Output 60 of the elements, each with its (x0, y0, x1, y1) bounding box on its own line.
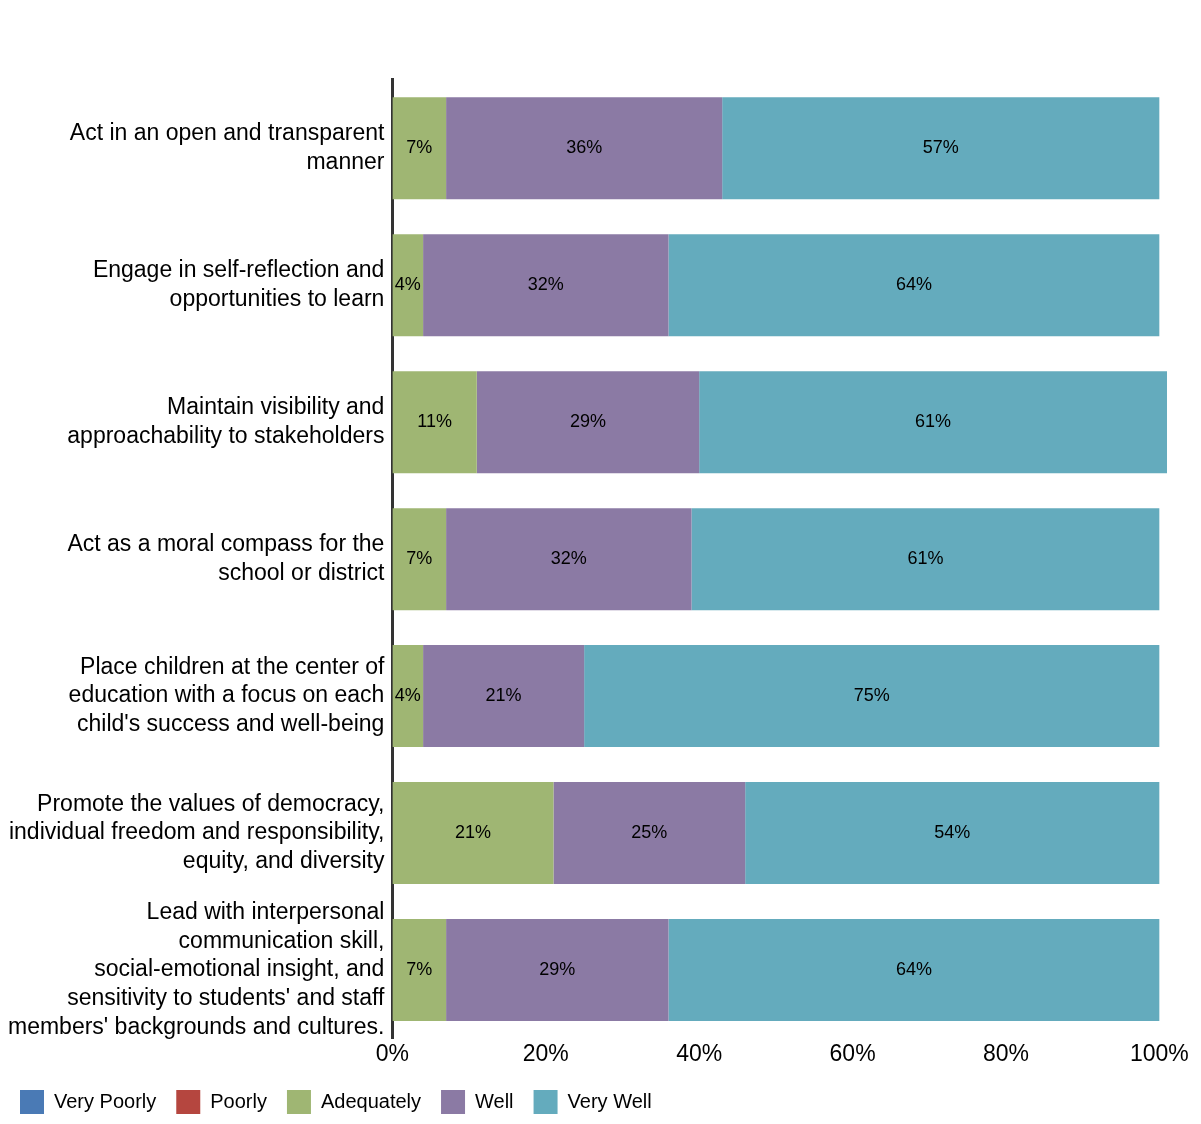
data-label: 4% (394, 685, 421, 706)
data-label: 75% (853, 685, 890, 706)
bar (668, 234, 1160, 337)
bar (699, 371, 1167, 474)
bar (446, 97, 723, 200)
y-tick-label: Act as a moral compass for the school or district (67, 530, 386, 585)
data-label: 57% (922, 137, 959, 158)
bar (392, 234, 424, 337)
bar (392, 645, 424, 748)
data-label: 25% (631, 821, 668, 842)
bar (476, 371, 700, 474)
x-tick-label: 20% (522, 1039, 569, 1066)
data-label: 61% (907, 548, 944, 569)
data-label: 11% (417, 411, 452, 432)
data-label: 7% (406, 548, 433, 569)
bar (668, 918, 1160, 1021)
y-tick-label: Engage in self-reflection and opportunities to learn (92, 256, 385, 311)
bar (745, 782, 1160, 885)
bar (392, 918, 447, 1021)
x-tick-label: 100% (1129, 1039, 1189, 1066)
y-tick-label: Maintain visibility and approachability to stakeholders (67, 393, 385, 448)
bar (446, 918, 669, 1021)
bar (423, 234, 669, 337)
bar (392, 97, 447, 200)
bar (392, 508, 447, 611)
data-label: 54% (934, 821, 971, 842)
x-tick-label: 80% (982, 1039, 1029, 1066)
bar (446, 508, 692, 611)
y-tick-label: Act in an open and transparent manner (69, 119, 386, 175)
legend-label: Adequately (320, 1089, 422, 1112)
x-tick-label: 40% (676, 1039, 723, 1066)
data-label: 32% (527, 274, 564, 295)
legend-label: Very Well (567, 1089, 652, 1112)
legend-label: Poorly (210, 1089, 267, 1112)
x-tick-label: 60% (829, 1039, 876, 1066)
bar (691, 508, 1160, 611)
legend-label: Well (475, 1089, 514, 1112)
y-tick-label: Place children at the center of education with a focus on each child's success and well-being (68, 652, 386, 737)
data-label: 21% (454, 821, 491, 842)
bar (392, 371, 477, 474)
data-label: 64% (895, 958, 932, 979)
data-label: 7% (406, 137, 433, 158)
legend-label: Very Poorly (54, 1089, 157, 1112)
data-label: 36% (566, 137, 603, 158)
data-label: 7% (406, 958, 433, 979)
data-label: 29% (539, 958, 576, 979)
bar (392, 782, 554, 885)
data-label: 21% (485, 685, 522, 706)
x-tick-label: 0% (375, 1039, 410, 1066)
bar (584, 645, 1160, 748)
data-label: 4% (394, 274, 421, 295)
data-label: 32% (550, 548, 587, 569)
data-label: 64% (895, 274, 932, 295)
bar (553, 782, 746, 885)
y-tick-label: Lead with interpersonal communication skill, social-emotional insight, and sensitivity to students' and staff members' backgrounds and cultures. (7, 897, 386, 1039)
bar (423, 645, 585, 748)
data-label: 61% (915, 411, 952, 432)
y-tick-label: Promote the values of democracy, individual freedom and responsibility, equity, and diversity (8, 789, 385, 874)
data-label: 29% (569, 411, 606, 432)
bar (722, 97, 1160, 200)
